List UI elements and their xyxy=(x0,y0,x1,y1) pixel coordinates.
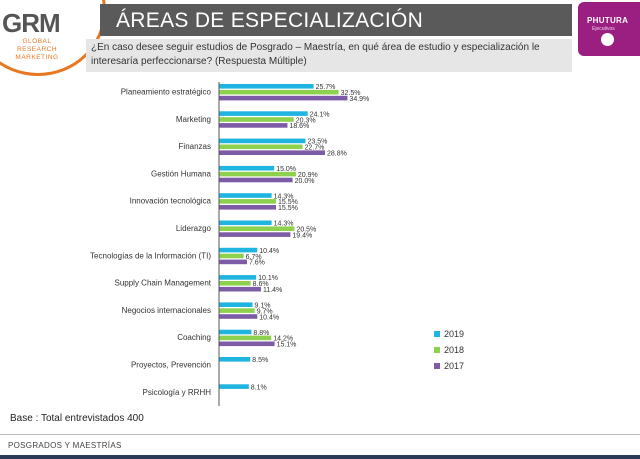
category-label: Gestión Humana xyxy=(151,169,212,178)
data-label: 10.4% xyxy=(259,248,279,255)
legend-swatch xyxy=(434,331,440,337)
bar xyxy=(219,308,255,313)
category-label: Innovación tecnológica xyxy=(130,197,212,206)
phutura-logo-subtitle: Ejecutivos xyxy=(592,26,615,32)
data-label: 8.6% xyxy=(253,281,269,288)
data-label: 10.4% xyxy=(259,314,279,321)
data-label: 8.1% xyxy=(251,384,267,391)
data-label: 20.9% xyxy=(298,172,318,179)
category-label: Finanzas xyxy=(179,142,211,151)
bar xyxy=(219,329,252,335)
legend-swatch xyxy=(434,347,440,353)
survey-question: ¿En caso desee seguir estudios de Posgra… xyxy=(86,39,572,72)
legend-label: 2018 xyxy=(444,345,464,355)
category-label: Liderazgo xyxy=(176,224,212,233)
data-label: 11.4% xyxy=(263,287,282,294)
data-label: 9.7% xyxy=(257,308,273,315)
data-label: 6.7% xyxy=(246,254,262,261)
title-bar: ÁREAS DE ESPECIALIZACIÓN xyxy=(100,4,572,36)
data-label: 14.3% xyxy=(274,193,294,200)
data-label: 24.1% xyxy=(310,111,330,118)
bar xyxy=(219,275,257,280)
category-label: Planeamiento estratégico xyxy=(121,88,212,97)
data-label: 15.0% xyxy=(276,166,296,173)
bar xyxy=(219,220,272,226)
bar xyxy=(219,302,253,307)
data-label: 23.5% xyxy=(307,139,327,146)
bar xyxy=(219,193,272,198)
data-label: 19.4% xyxy=(292,232,312,239)
data-label: 8.5% xyxy=(252,357,268,364)
bar xyxy=(219,171,296,177)
phutura-logo: PHUTURA Ejecutivos xyxy=(578,2,640,56)
data-label: 10.1% xyxy=(258,275,278,282)
data-label: 7.6% xyxy=(249,260,265,267)
category-label: Psicología y RRHH xyxy=(143,388,212,397)
data-label: 9.1% xyxy=(254,303,270,310)
category-label: Coaching xyxy=(177,333,211,342)
data-label: 14.3% xyxy=(274,221,294,228)
bar xyxy=(219,341,275,347)
grm-logo: GRM GLOBAL RESEARCH MARKETING xyxy=(0,0,106,76)
bar xyxy=(219,117,294,122)
bar xyxy=(219,177,293,183)
grm-logo-text: GRM xyxy=(2,8,61,38)
bar xyxy=(219,357,251,362)
data-label: 34.9% xyxy=(349,96,369,103)
legend-swatch xyxy=(434,363,440,369)
data-label: 15.5% xyxy=(278,205,298,212)
category-label: Supply Chain Management xyxy=(114,279,211,288)
bar xyxy=(219,259,247,265)
bar xyxy=(219,199,277,204)
data-label: 22.7% xyxy=(305,145,325,152)
category-label: Tecnologías de la Información (TI) xyxy=(90,251,211,260)
bar xyxy=(219,314,258,319)
bar xyxy=(219,123,288,128)
bar xyxy=(219,247,258,253)
bar xyxy=(219,111,308,116)
page-title: ÁREAS DE ESPECIALIZACIÓN xyxy=(116,9,424,32)
bar xyxy=(219,226,295,231)
footer-divider xyxy=(0,434,640,435)
data-label: 18.6% xyxy=(289,123,309,130)
bar xyxy=(219,205,277,210)
bar xyxy=(219,384,249,389)
bar xyxy=(219,150,325,155)
bar xyxy=(219,84,314,89)
data-label: 20.0% xyxy=(295,178,315,185)
legend-label: 2017 xyxy=(444,361,464,371)
bar xyxy=(219,286,261,292)
bar xyxy=(219,89,339,95)
footer-label: POSGRADOS Y MAESTRÍAS xyxy=(8,441,122,450)
data-label: 15.1% xyxy=(277,342,297,349)
bar xyxy=(219,95,348,101)
data-label: 25.7% xyxy=(316,84,336,91)
data-label: 28.8% xyxy=(327,151,347,158)
data-label: 8.8% xyxy=(253,330,269,337)
data-label: 14.2% xyxy=(273,336,293,343)
data-label: 15.5% xyxy=(278,199,298,206)
data-label: 32.5% xyxy=(341,90,361,97)
bar xyxy=(219,335,272,341)
bar xyxy=(219,253,244,259)
legend-label: 2019 xyxy=(444,329,464,339)
bar xyxy=(219,144,303,150)
grm-logo-subtitle: GLOBAL RESEARCH MARKETING xyxy=(15,38,59,61)
category-label: Marketing xyxy=(176,115,211,124)
bar xyxy=(219,138,306,144)
bar xyxy=(219,165,275,171)
category-label: Proyectos, Prevención xyxy=(131,361,211,370)
bar xyxy=(219,281,251,286)
category-label: Negocios internacionales xyxy=(122,306,211,315)
phutura-logo-text: PHUTURA xyxy=(587,16,629,25)
bar xyxy=(219,232,291,237)
data-label: 20.3% xyxy=(296,117,316,124)
footer-strip xyxy=(0,455,640,459)
data-label: 20.5% xyxy=(296,227,316,234)
phutura-logo-mark xyxy=(601,33,614,46)
base-footnote: Base : Total entrevistados 400 xyxy=(10,413,144,424)
